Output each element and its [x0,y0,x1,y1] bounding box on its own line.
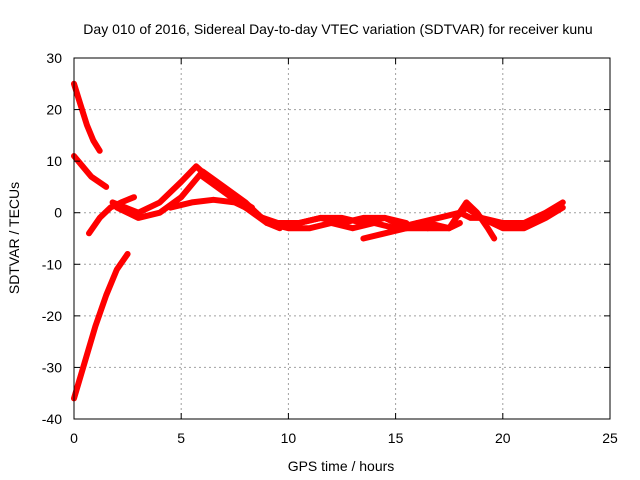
y-tick-label: -10 [42,256,62,272]
x-tick-label: 0 [70,430,78,446]
plot-frame [73,57,611,420]
y-tick-label: 0 [54,205,62,221]
x-tick-label: 5 [177,430,185,446]
x-tick-label: 10 [281,430,297,446]
y-tick-label: -20 [42,308,62,324]
series-arc-m [452,199,566,226]
y-tick-label: 20 [46,102,62,118]
series-arc-d [86,194,137,237]
series-arc-k [360,199,498,242]
x-tick-label: 20 [495,430,511,446]
series-arc-h [199,173,410,226]
series-arc-b [71,153,110,190]
series-arc-c [71,251,131,402]
y-tick-label: -40 [42,411,62,427]
grid [74,58,610,419]
data-series [71,80,566,402]
x-tick-label: 25 [602,430,618,446]
x-tick-label: 15 [388,430,404,446]
axis-ticks: 0 5 10 15 20 25 -40 -30 -20 -10 0 10 20 30 [42,50,618,446]
series-arc-a [71,80,103,154]
y-axis-label: SDTVAR / TECUs [6,182,22,294]
x-axis-label: GPS time / hours [288,458,395,474]
y-tick-label: 30 [46,50,62,66]
y-tick-label: 10 [46,153,62,169]
chart-title: Day 010 of 2016, Sidereal Day-to-day VTE… [83,21,592,37]
y-tick-label: -30 [42,359,62,375]
